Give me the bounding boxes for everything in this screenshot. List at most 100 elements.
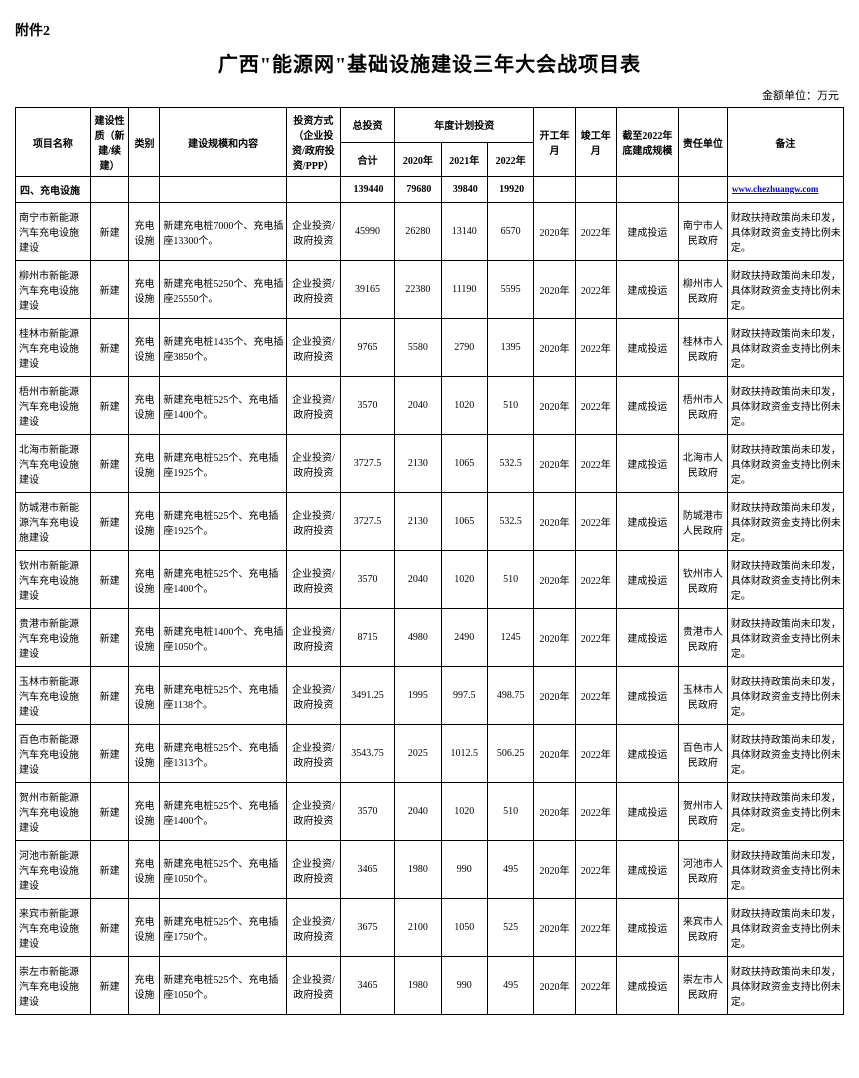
section-empty	[678, 177, 727, 203]
cell-2022: 498.75	[487, 667, 533, 725]
cell-2021: 990	[441, 841, 487, 899]
cell-name: 崇左市新能源汽车充电设施建设	[16, 957, 91, 1015]
cell-total: 3570	[340, 551, 394, 609]
table-row: 柳州市新能源汽车充电设施建设新建充电设施新建充电桩5250个、充电插座25550…	[16, 261, 844, 319]
cell-scale: 建成投运	[616, 899, 678, 957]
cell-nature: 新建	[90, 377, 129, 435]
cell-2022: 1395	[487, 319, 533, 377]
cell-2020: 4980	[395, 609, 441, 667]
cell-unit: 贵港市人民政府	[678, 609, 727, 667]
cell-type: 充电设施	[129, 783, 160, 841]
cell-2022: 532.5	[487, 435, 533, 493]
cell-2020: 2040	[395, 377, 441, 435]
cell-name: 贵港市新能源汽车充电设施建设	[16, 609, 91, 667]
cell-2021: 1020	[441, 377, 487, 435]
cell-total: 3465	[340, 957, 394, 1015]
cell-start: 2020年	[534, 319, 575, 377]
cell-type: 充电设施	[129, 493, 160, 551]
cell-scale: 建成投运	[616, 493, 678, 551]
cell-scale: 建成投运	[616, 377, 678, 435]
cell-total: 45990	[340, 203, 394, 261]
header-invest-method: 投资方式（企业投资/政府投资/PPP）	[286, 108, 340, 177]
cell-2020: 5580	[395, 319, 441, 377]
cell-nature: 新建	[90, 783, 129, 841]
cell-name: 钦州市新能源汽车充电设施建设	[16, 551, 91, 609]
cell-type: 充电设施	[129, 899, 160, 957]
cell-2021: 1050	[441, 899, 487, 957]
cell-2020: 2100	[395, 899, 441, 957]
cell-2022: 1245	[487, 609, 533, 667]
cell-2021: 1012.5	[441, 725, 487, 783]
cell-scale: 建成投运	[616, 435, 678, 493]
cell-start: 2020年	[534, 203, 575, 261]
cell-end: 2022年	[575, 261, 616, 319]
cell-2022: 495	[487, 957, 533, 1015]
cell-unit: 来宾市人民政府	[678, 899, 727, 957]
cell-name: 桂林市新能源汽车充电设施建设	[16, 319, 91, 377]
cell-end: 2022年	[575, 957, 616, 1015]
cell-name: 柳州市新能源汽车充电设施建设	[16, 261, 91, 319]
table-row: 梧州市新能源汽车充电设施建设新建充电设施新建充电桩525个、充电插座1400个。…	[16, 377, 844, 435]
cell-2020: 2025	[395, 725, 441, 783]
header-content: 建设规模和内容	[160, 108, 286, 177]
cell-type: 充电设施	[129, 319, 160, 377]
cell-2020: 1980	[395, 841, 441, 899]
cell-type: 充电设施	[129, 261, 160, 319]
cell-content: 新建充电桩5250个、充电插座25550个。	[160, 261, 286, 319]
cell-invest-method: 企业投资/政府投资	[286, 725, 340, 783]
cell-remark: 财政扶持政策尚未印发，具体财政资金支持比例未定。	[727, 667, 843, 725]
section-empty	[616, 177, 678, 203]
cell-2021: 1065	[441, 493, 487, 551]
cell-2020: 1995	[395, 667, 441, 725]
cell-start: 2020年	[534, 667, 575, 725]
unit-label: 金额单位：万元	[15, 87, 844, 103]
cell-remark: 财政扶持政策尚未印发，具体财政资金支持比例未定。	[727, 319, 843, 377]
cell-nature: 新建	[90, 609, 129, 667]
cell-unit: 贺州市人民政府	[678, 783, 727, 841]
cell-scale: 建成投运	[616, 551, 678, 609]
table-header: 项目名称 建设性质（新建/续建） 类别 建设规模和内容 投资方式（企业投资/政府…	[16, 108, 844, 177]
header-annual-plan: 年度计划投资	[395, 108, 534, 143]
cell-nature: 新建	[90, 319, 129, 377]
cell-remark: 财政扶持政策尚未印发，具体财政资金支持比例未定。	[727, 899, 843, 957]
header-end: 竣工年月	[575, 108, 616, 177]
section-empty	[534, 177, 575, 203]
cell-2021: 11190	[441, 261, 487, 319]
cell-content: 新建充电桩525个、充电插座1400个。	[160, 783, 286, 841]
cell-unit: 钦州市人民政府	[678, 551, 727, 609]
section-2022: 19920	[487, 177, 533, 203]
cell-2020: 1980	[395, 957, 441, 1015]
cell-2021: 2490	[441, 609, 487, 667]
section-link[interactable]: www.chezhuangw.com	[727, 177, 843, 203]
cell-remark: 财政扶持政策尚未印发，具体财政资金支持比例未定。	[727, 203, 843, 261]
cell-2021: 1065	[441, 435, 487, 493]
cell-content: 新建充电桩525个、充电插座1750个。	[160, 899, 286, 957]
table-row: 桂林市新能源汽车充电设施建设新建充电设施新建充电桩1435个、充电插座3850个…	[16, 319, 844, 377]
cell-end: 2022年	[575, 725, 616, 783]
cell-content: 新建充电桩1400个、充电插座1050个。	[160, 609, 286, 667]
link-text[interactable]: www.chezhuangw.com	[732, 184, 819, 194]
cell-remark: 财政扶持政策尚未印发，具体财政资金支持比例未定。	[727, 725, 843, 783]
cell-remark: 财政扶持政策尚未印发，具体财政资金支持比例未定。	[727, 435, 843, 493]
header-sum: 合计	[340, 142, 394, 177]
cell-invest-method: 企业投资/政府投资	[286, 319, 340, 377]
cell-unit: 北海市人民政府	[678, 435, 727, 493]
cell-invest-method: 企业投资/政府投资	[286, 493, 340, 551]
cell-total: 8715	[340, 609, 394, 667]
cell-name: 南宁市新能源汽车充电设施建设	[16, 203, 91, 261]
section-empty	[286, 177, 340, 203]
cell-type: 充电设施	[129, 725, 160, 783]
cell-type: 充电设施	[129, 957, 160, 1015]
cell-invest-method: 企业投资/政府投资	[286, 261, 340, 319]
cell-name: 梧州市新能源汽车充电设施建设	[16, 377, 91, 435]
section-2021: 39840	[441, 177, 487, 203]
cell-total: 3727.5	[340, 493, 394, 551]
cell-scale: 建成投运	[616, 957, 678, 1015]
cell-name: 玉林市新能源汽车充电设施建设	[16, 667, 91, 725]
cell-content: 新建充电桩525个、充电插座1400个。	[160, 377, 286, 435]
cell-end: 2022年	[575, 493, 616, 551]
cell-remark: 财政扶持政策尚未印发，具体财政资金支持比例未定。	[727, 957, 843, 1015]
cell-name: 北海市新能源汽车充电设施建设	[16, 435, 91, 493]
section-2020: 79680	[395, 177, 441, 203]
cell-2021: 990	[441, 957, 487, 1015]
